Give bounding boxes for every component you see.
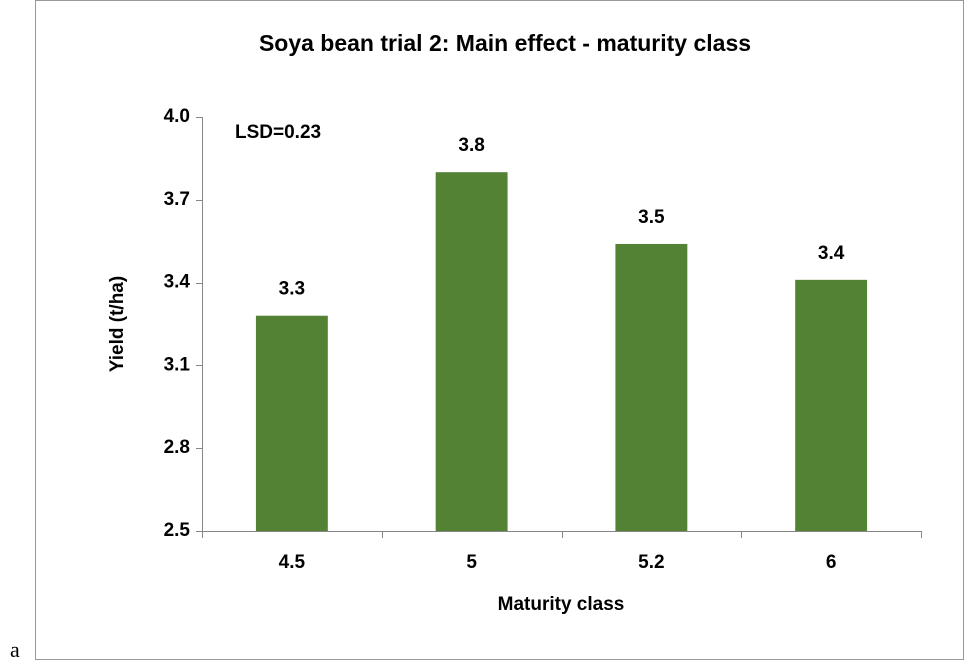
data-label: 3.4 xyxy=(818,243,845,264)
x-tick-label: 4.5 xyxy=(279,552,306,573)
x-tick-label: 6 xyxy=(826,552,837,573)
bar xyxy=(795,279,868,531)
y-tick-label: 3.7 xyxy=(164,189,190,210)
bar xyxy=(435,172,508,531)
y-tick-label: 2.5 xyxy=(164,520,191,541)
bar xyxy=(615,243,688,531)
y-tick-label: 4.0 xyxy=(164,106,190,127)
y-tick-label: 3.4 xyxy=(164,272,191,293)
annotation: LSD=0.23 xyxy=(235,122,321,143)
chart-title: Soya bean trial 2: Main effect - maturit… xyxy=(259,30,751,56)
bar xyxy=(255,315,328,531)
x-tick-label: 5.2 xyxy=(638,552,664,573)
caption: a xyxy=(10,637,20,661)
x-axis-label: Maturity class xyxy=(498,594,625,615)
y-axis-label: Yield (t/ha) xyxy=(107,276,128,372)
y-tick-label: 3.1 xyxy=(164,354,191,375)
chart-frame xyxy=(35,0,964,660)
data-label: 3.5 xyxy=(638,207,665,228)
data-label: 3.8 xyxy=(458,135,484,156)
x-tick-label: 5 xyxy=(466,552,477,573)
data-label: 3.3 xyxy=(279,279,305,300)
y-tick-label: 2.8 xyxy=(164,437,190,458)
